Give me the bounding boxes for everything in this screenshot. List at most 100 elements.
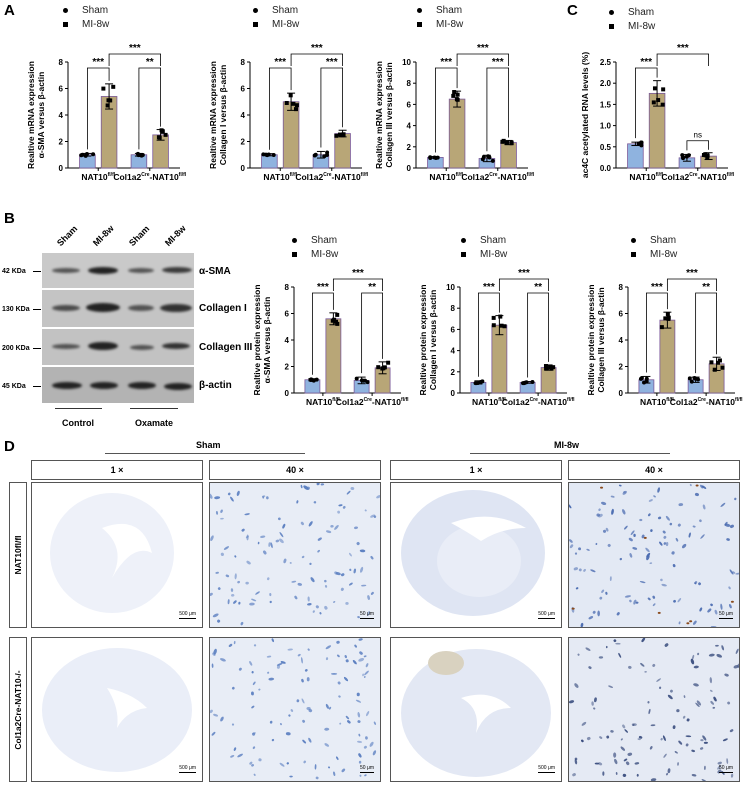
panel-label-a: A [4, 2, 15, 19]
svg-text:0: 0 [451, 389, 456, 398]
square-icon [291, 251, 297, 257]
legend-a3: Sham MI-8w [412, 3, 463, 31]
svg-text:6: 6 [451, 325, 456, 334]
svg-text:Realtive mRNA expression: Realtive mRNA expression [374, 61, 384, 169]
svg-text:10: 10 [402, 58, 411, 67]
svg-text:α-SMA versus β-actin: α-SMA versus β-actin [262, 297, 272, 384]
panel-label-b: B [4, 210, 15, 227]
histology-image-mi-1x-flfl: 500 μm [390, 482, 562, 628]
svg-text:4: 4 [241, 111, 246, 120]
svg-text:8: 8 [59, 58, 64, 67]
chart-b-collagen1-protein: Realtive protein expression Collagen I ve… [418, 268, 575, 407]
blot-strip-asma [42, 253, 194, 288]
svg-text:NAT10fl/fl: NAT10fl/fl [640, 397, 674, 407]
svg-text:***: *** [92, 57, 104, 68]
circle-icon [62, 7, 68, 13]
svg-text:***: *** [492, 57, 504, 68]
histology-image-mi-1x-ko: 500 μm [390, 637, 562, 782]
svg-text:Col1a2Cre-NAT10fl/fl: Col1a2Cre-NAT10fl/fl [670, 397, 743, 407]
legend-c: Sham MI-8w [604, 5, 655, 33]
circle-icon [416, 7, 422, 13]
svg-text:6: 6 [241, 85, 246, 94]
svg-text:0: 0 [241, 164, 246, 173]
svg-text:Col1a2Cre-NAT10fl/fl: Col1a2Cre-NAT10fl/fl [336, 397, 409, 407]
svg-text:Collagen I versus β-actin: Collagen I versus β-actin [218, 65, 228, 166]
svg-text:10: 10 [446, 283, 455, 292]
svg-text:2.0: 2.0 [600, 79, 612, 88]
square-icon [252, 21, 258, 27]
svg-text:***: *** [440, 57, 452, 68]
blot-label-collagen3: Collagen III [199, 342, 253, 353]
svg-text:2: 2 [285, 363, 290, 372]
svg-text:Collagen III versus β-actin: Collagen III versus β-actin [384, 62, 394, 167]
svg-text:***: *** [477, 43, 489, 54]
histology-image-sham-1x-ko: 500 μm [31, 637, 203, 782]
svg-text:6: 6 [407, 100, 412, 109]
svg-text:8: 8 [619, 283, 624, 292]
legend-a1: Sham MI-8w [58, 3, 109, 31]
svg-text:2: 2 [619, 363, 624, 372]
svg-text:2: 2 [241, 138, 246, 147]
blot-label-collagen1: Collagen I [199, 303, 247, 314]
svg-text:0: 0 [619, 389, 624, 398]
svg-text:Realtive protein expression: Realtive protein expression [252, 284, 262, 395]
group-label-oxamate: Oxamate [135, 418, 174, 428]
kda-marker: 130 KDa [2, 306, 30, 313]
histology-image-sham-40x-ko: 50 μm [209, 637, 381, 782]
svg-text:***: *** [274, 57, 286, 68]
svg-text:***: *** [317, 282, 329, 293]
svg-text:4: 4 [59, 111, 64, 120]
group-label-control: Control [62, 418, 94, 428]
svg-text:NAT10fl/fl: NAT10fl/fl [263, 172, 297, 182]
legend-a2: Sham MI-8w [248, 3, 299, 31]
svg-text:0: 0 [285, 389, 290, 398]
col-group-mi: MI-8w [554, 440, 580, 450]
chart-c-ac4c-levels: ac4C acetylated RNA levels (%) 0.0 0.5 1.0 1… [580, 43, 735, 182]
svg-text:Col1a2Cre-NAT10fl/fl: Col1a2Cre-NAT10fl/fl [461, 172, 534, 182]
lane-label: Sham [54, 223, 80, 248]
svg-text:Collagen I versus β-actin: Collagen I versus β-actin [428, 290, 438, 391]
mag-header: 40 × [568, 460, 740, 480]
blot-strip-collagen1 [42, 290, 194, 327]
svg-text:Col1a2Cre-NAT10fl/fl: Col1a2Cre-NAT10fl/fl [502, 397, 575, 407]
blot-label-bactin: β-actin [199, 380, 232, 391]
square-icon [62, 21, 68, 27]
svg-text:Col1a2Cre-NAT10fl/fl: Col1a2Cre-NAT10fl/fl [661, 172, 734, 182]
svg-text:Realtive mRNA expression: Realtive mRNA expression [26, 61, 36, 169]
svg-text:***: *** [352, 268, 364, 279]
svg-text:***: *** [651, 282, 663, 293]
mag-header: 1 × [31, 460, 203, 480]
chart-a-collagen3-mrna: Realtive mRNA expression Collagen III ver… [374, 43, 535, 182]
kda-marker: 42 KDa [2, 268, 26, 275]
circle-icon [252, 7, 258, 13]
svg-text:**: ** [534, 282, 542, 293]
svg-text:***: *** [518, 268, 530, 279]
svg-text:8: 8 [285, 283, 290, 292]
histology-image-sham-1x-flfl: 500 μm [31, 482, 203, 628]
panel-label-d: D [4, 438, 15, 455]
svg-text:6: 6 [285, 310, 290, 319]
svg-text:8: 8 [241, 58, 246, 67]
svg-text:4: 4 [407, 122, 412, 131]
legend-b2: Sham MI-8w [456, 233, 507, 261]
svg-text:2: 2 [407, 143, 412, 152]
svg-text:4: 4 [619, 336, 624, 345]
lane-label: MI-8w [162, 223, 188, 248]
svg-text:0.0: 0.0 [600, 164, 612, 173]
svg-text:NAT10fl/fl: NAT10fl/fl [81, 172, 115, 182]
row-header-nat10-flfl: NAT10fl/fl [9, 482, 27, 628]
svg-text:**: ** [368, 282, 376, 293]
svg-text:Col1a2Cre-NAT10fl/fl: Col1a2Cre-NAT10fl/fl [295, 172, 368, 182]
circle-icon [630, 237, 636, 243]
mag-header: 40 × [209, 460, 381, 480]
svg-text:1.5: 1.5 [600, 100, 612, 109]
kda-marker: 200 KDa [2, 345, 30, 352]
legend-b1: Sham MI-8w [287, 233, 338, 261]
svg-text:NAT10fl/fl: NAT10fl/fl [629, 172, 663, 182]
svg-text:8: 8 [451, 304, 456, 313]
svg-text:NAT10fl/fl: NAT10fl/fl [306, 397, 340, 407]
svg-text:***: *** [326, 57, 338, 68]
svg-text:2: 2 [451, 368, 456, 377]
chart-b-asma-protein: Realtive protein expression α-SMA versus … [252, 268, 409, 407]
square-icon [416, 21, 422, 27]
